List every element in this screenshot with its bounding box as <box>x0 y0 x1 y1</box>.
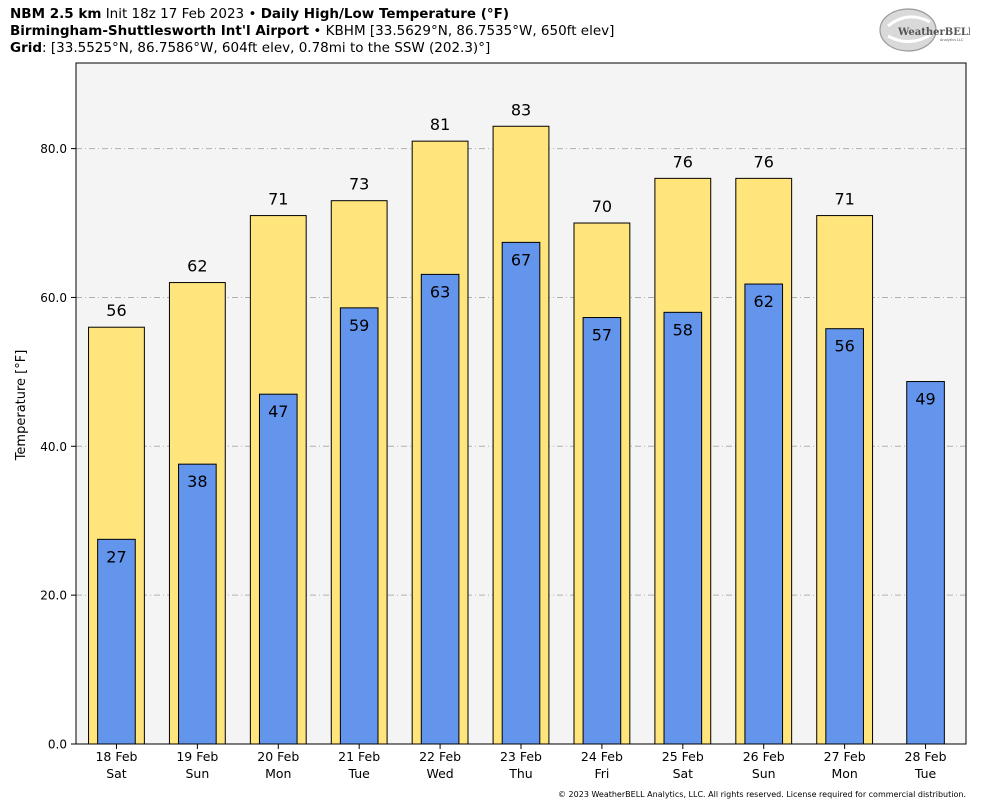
header-line-1: NBM 2.5 km Init 18z 17 Feb 2023 • Daily … <box>10 6 509 23</box>
weatherbell-logo: WeatherBELL Analytics LLC <box>879 8 970 52</box>
y-tick-label: 0.0 <box>48 738 67 752</box>
low-temp-label: 56 <box>834 337 854 356</box>
high-temp-label: 76 <box>754 152 774 171</box>
x-tick-date: 20 Feb <box>257 749 299 764</box>
station-name: Birmingham-Shuttlesworth Int'l Airport <box>10 23 310 39</box>
low-temp-bar <box>420 273 460 745</box>
high-temp-label: 83 <box>511 100 531 119</box>
x-tick-date: 26 Feb <box>743 749 785 764</box>
copyright-footer: © 2023 WeatherBELL Analytics, LLC. All r… <box>558 790 966 799</box>
x-tick-date: 21 Feb <box>338 749 380 764</box>
chart-title: Daily High/Low Temperature (°F) <box>260 6 510 22</box>
high-temp-label: 73 <box>349 175 369 194</box>
low-temp-label: 27 <box>106 547 126 566</box>
x-tick-day: Fri <box>594 766 609 781</box>
y-tick-label: 20.0 <box>40 589 67 603</box>
low-temp-label: 58 <box>673 320 693 339</box>
grid-details: : [33.5525°N, 86.7586°W, 604ft elev, 0.7… <box>42 40 491 56</box>
x-tick-day: Mon <box>265 766 291 781</box>
x-tick-day: Sat <box>673 766 694 781</box>
low-temp-bar <box>501 241 541 745</box>
x-tick-date: 19 Feb <box>176 749 218 764</box>
high-temp-label: 71 <box>834 190 854 209</box>
low-temp-bar <box>258 393 298 745</box>
logo-text: WeatherBELL <box>897 27 970 38</box>
x-tick-date: 27 Feb <box>824 749 866 764</box>
low-temp-label: 57 <box>592 326 612 345</box>
x-tick-day: Sun <box>752 766 776 781</box>
low-temp-label: 63 <box>430 282 450 301</box>
x-tick-day: Mon <box>831 766 857 781</box>
x-tick-day: Sun <box>185 766 209 781</box>
x-tick-date: 23 Feb <box>500 749 542 764</box>
high-temp-label: 56 <box>106 301 126 320</box>
high-temp-label: 70 <box>592 197 612 216</box>
low-temp-label: 47 <box>268 402 288 421</box>
low-temp-label: 59 <box>349 316 369 335</box>
low-temp-label: 67 <box>511 250 531 269</box>
low-temp-label: 49 <box>915 390 935 409</box>
y-tick-label: 80.0 <box>40 142 67 156</box>
high-temp-label: 71 <box>268 190 288 209</box>
x-tick-day: Tue <box>914 766 937 781</box>
separator: • <box>313 23 322 39</box>
low-temp-label: 62 <box>754 292 774 311</box>
low-temp-bar <box>744 283 784 745</box>
x-tick-day: Sat <box>106 766 127 781</box>
low-temp-bar <box>339 307 379 745</box>
high-temp-label: 62 <box>187 257 207 276</box>
model-name: NBM 2.5 km <box>10 6 102 22</box>
bars: 56 27 62 38 71 47 73 59 81 63 83 67 70 57 76 58 76 62 71 56… <box>88 100 945 745</box>
x-tick-date: 25 Feb <box>662 749 704 764</box>
init-time: Init 18z 17 Feb 2023 <box>105 6 245 22</box>
x-tick-date: 22 Feb <box>419 749 461 764</box>
logo-subtext: Analytics LLC <box>940 38 964 42</box>
station-details: KBHM [33.5629°N, 86.7535°W, 650ft elev] <box>325 23 615 39</box>
high-temp-label: 81 <box>430 115 450 134</box>
header-line-2: Birmingham-Shuttlesworth Int'l Airport •… <box>10 23 614 40</box>
axes: 0.0 20.0 40.0 60.0 80.0 18 Feb Sat 19 Feb Sun 20 … <box>40 142 946 781</box>
low-temp-bar <box>97 538 136 745</box>
x-tick-date: 18 Feb <box>95 749 137 764</box>
high-temp-label: 76 <box>673 152 693 171</box>
x-tick-day: Tue <box>348 766 371 781</box>
y-tick-label: 40.0 <box>40 440 67 454</box>
low-temp-bar <box>825 328 864 745</box>
y-tick-label: 60.0 <box>40 291 67 305</box>
low-temp-bar <box>178 463 217 745</box>
x-tick-date: 28 Feb <box>905 749 947 764</box>
separator: • <box>248 6 257 22</box>
y-axis-label: Temperature [°F] <box>14 350 29 462</box>
x-tick-date: 24 Feb <box>581 749 623 764</box>
low-temp-bar <box>582 317 622 745</box>
grid-label: Grid <box>10 40 43 56</box>
low-temp-bar <box>906 381 945 745</box>
low-temp-bar <box>663 311 703 745</box>
low-temp-label: 38 <box>187 472 207 491</box>
x-tick-day: Thu <box>508 766 532 781</box>
header-line-3: Grid: [33.5525°N, 86.7586°W, 604ft elev,… <box>10 40 490 57</box>
x-tick-day: Wed <box>426 766 453 781</box>
